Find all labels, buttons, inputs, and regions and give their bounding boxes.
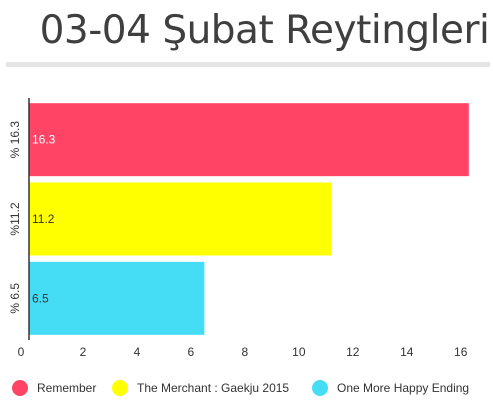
x-tick-label: 0: [18, 345, 25, 359]
legend-label: Remember: [37, 381, 97, 395]
bar-one-more-happy-ending: [29, 261, 205, 335]
x-tick-label: 4: [134, 345, 141, 359]
legend-swatch: [12, 380, 28, 396]
bar-remember: [29, 103, 469, 177]
legend-label: The Merchant : Gaekju 2015: [137, 381, 290, 395]
y-category-label: % 16.3: [8, 121, 22, 159]
x-tick-label: 14: [400, 345, 414, 359]
legend-item[interactable]: Remember: [12, 380, 96, 396]
x-tick-label: 6: [188, 345, 195, 359]
legend-item[interactable]: The Merchant : Gaekju 2015: [112, 380, 289, 396]
x-tick-label: 2: [80, 345, 87, 359]
legend-label: One More Happy Ending: [337, 381, 470, 395]
legend-swatch: [112, 380, 128, 396]
y-category-label: %11.2: [8, 202, 22, 235]
bar-data-label: 16.3: [32, 133, 56, 147]
legend-item[interactable]: One More Happy Ending: [312, 380, 469, 396]
title-divider: [6, 62, 490, 67]
chart-legend: Remember The Merchant : Gaekju 2015 One Mo…: [0, 380, 493, 408]
y-category-label: % 6.5: [8, 283, 22, 314]
bar-chart: 16.3 11.2 6.5 0 2 4 6 8 10 12 14 16 % 16.3 %11.2 % 6…: [8, 98, 469, 359]
bar-the-merchant-gaekju-2015: [29, 182, 332, 256]
x-tick-label: 8: [242, 345, 249, 359]
bar-data-label: 11.2: [32, 212, 55, 226]
y-category-labels: % 16.3 %11.2 % 6.5: [8, 121, 22, 314]
x-tick-label: 10: [292, 345, 306, 359]
x-tick-label: 16: [454, 345, 468, 359]
bar-data-label: 6.5: [32, 291, 49, 305]
x-tick-labels: 0 2 4 6 8 10 12 14 16: [18, 345, 468, 359]
legend-swatch: [312, 380, 328, 396]
chart-title: 03-04 Şubat Reytingleri: [39, 8, 490, 53]
x-tick-label: 12: [346, 345, 360, 359]
bars-layer: 16.3 11.2 6.5: [29, 103, 469, 335]
